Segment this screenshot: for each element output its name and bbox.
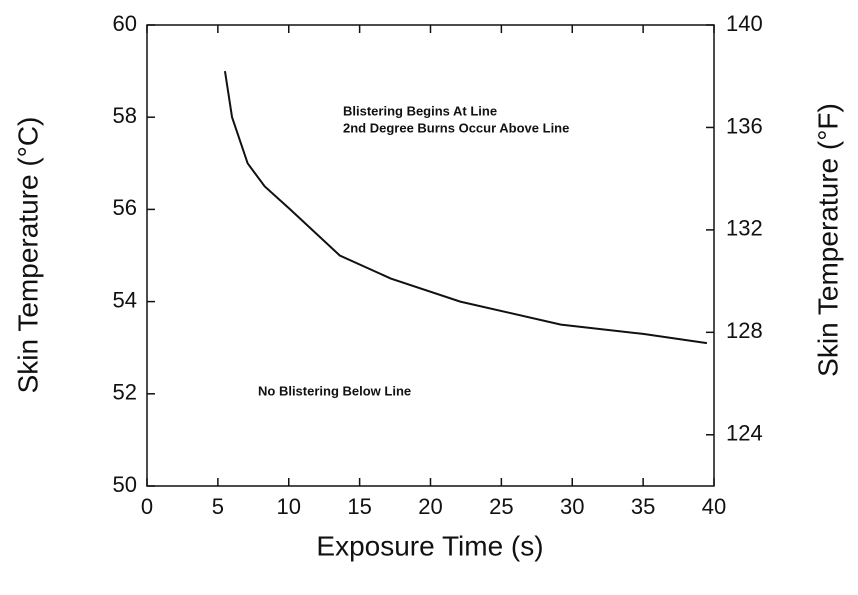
plot-frame xyxy=(146,24,715,487)
y2-tick-label: 136 xyxy=(726,113,763,138)
y-tick-label: 56 xyxy=(113,195,137,220)
y-axis-title: Skin Temperature (°C) xyxy=(12,117,43,394)
x-axis-title: Exposure Time (s) xyxy=(316,530,543,561)
y2-tick-label: 140 xyxy=(726,11,763,36)
x-tick-label: 25 xyxy=(489,494,513,519)
y-tick-label: 52 xyxy=(113,380,137,405)
y2-tick-label: 128 xyxy=(726,318,763,343)
y2-tick-label: 124 xyxy=(726,421,763,446)
x-tick-label: 0 xyxy=(141,494,153,519)
annotation: 2nd Degree Burns Occur Above Line xyxy=(343,120,569,135)
annotation: No Blistering Below Line xyxy=(258,383,411,398)
x-tick-label: 15 xyxy=(347,494,371,519)
y-tick-label: 50 xyxy=(113,472,137,497)
x-tick-label: 20 xyxy=(418,494,442,519)
data-line xyxy=(223,70,708,345)
x-tick-label: 35 xyxy=(631,494,655,519)
y2-tick-label: 132 xyxy=(726,216,763,241)
y-tick-label: 58 xyxy=(113,103,137,128)
annotation: Blistering Begins At Line xyxy=(343,103,497,118)
x-tick-label: 5 xyxy=(212,494,224,519)
x-tick-label: 40 xyxy=(702,494,726,519)
x-tick-label: 10 xyxy=(277,494,301,519)
y-tick-label: 54 xyxy=(113,287,137,312)
y2-axis-title: Skin Temperature (°F) xyxy=(812,103,843,377)
x-tick-label: 30 xyxy=(560,494,584,519)
y-tick-label: 60 xyxy=(113,11,137,36)
